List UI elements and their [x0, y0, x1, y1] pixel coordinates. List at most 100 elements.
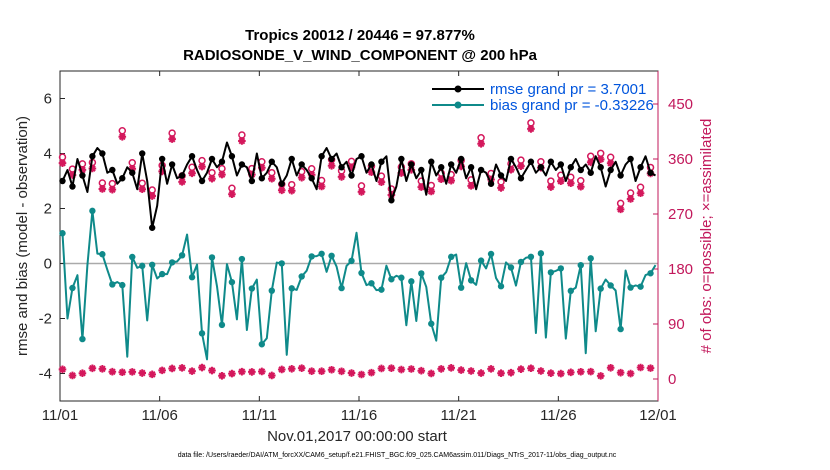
obs-assimilated-marker	[188, 169, 196, 178]
obs-assimilated-marker	[377, 178, 386, 186]
rmse-point	[119, 175, 126, 182]
obs-low-assimilated-marker	[626, 369, 635, 378]
rmse-point	[577, 166, 584, 174]
x-tick-label: 11/11	[242, 407, 277, 424]
obs-assimilated-marker	[557, 177, 565, 186]
obs-low-assimilated-marker	[347, 369, 356, 377]
y-left-tick-label: -2	[39, 311, 52, 328]
y-right-tick-label: 0	[668, 371, 676, 388]
bias-point	[248, 285, 256, 292]
obs-low-assimilated-marker	[108, 367, 117, 376]
rmse-point	[148, 224, 156, 231]
obs-assimilated-marker	[178, 178, 186, 186]
legend: rmse grand pr = 3.7001 bias grand pr = -…	[432, 81, 654, 114]
obs-count-series	[58, 119, 655, 380]
obs-assimilated-marker	[277, 186, 286, 195]
bias-point	[208, 254, 216, 261]
rmse-point	[89, 153, 96, 160]
obs-assimilated-marker	[636, 189, 645, 198]
bias-point	[607, 282, 614, 289]
obs-assimilated-marker	[337, 173, 346, 181]
obs-low-assimilated-marker	[208, 366, 216, 375]
obs-assimilated-marker	[397, 169, 406, 177]
obs-low-assimilated-marker	[606, 363, 615, 372]
obs-assimilated-marker	[517, 162, 525, 170]
obs-low-assimilated-marker	[447, 364, 455, 372]
obs-assimilated-marker	[367, 168, 376, 177]
rmse-point	[617, 172, 624, 179]
legend-rmse-marker	[454, 85, 462, 93]
obs-assimilated-marker	[68, 171, 77, 179]
rmse-point	[139, 150, 146, 157]
bias-point	[79, 335, 86, 343]
x-tick-label: 11/16	[341, 407, 377, 424]
rmse-point	[238, 161, 246, 168]
obs-low-assimilated-marker	[596, 372, 605, 380]
y-right-axis-label: # of obs: o=possible; ×=assimilated	[698, 119, 715, 354]
legend-rmse-label: rmse grand pr = 3.7001	[490, 81, 646, 98]
data-file-caption: data file: /Users/raeder/DAI/ATM_forcXX/…	[178, 452, 617, 459]
bias-point	[348, 257, 355, 265]
rmse-point	[69, 183, 76, 190]
obs-assimilated-marker	[487, 175, 495, 184]
bias-point	[89, 207, 96, 215]
obs-low-assimilated-marker	[198, 363, 206, 372]
chart-title-line1: Tropics 20012 / 20446 = 97.877%	[245, 27, 475, 44]
rmse-point	[627, 155, 634, 163]
bias-point	[418, 270, 425, 277]
rmse-point	[168, 161, 176, 168]
obs-low-assimilated-marker	[138, 369, 147, 377]
rmse-series	[59, 141, 656, 231]
obs-assimilated-marker	[626, 195, 635, 203]
obs-low-assimilated-marker	[88, 364, 97, 373]
y-right-tick-label: 180	[668, 261, 693, 278]
bias-point	[567, 287, 574, 295]
rmse-point	[527, 158, 535, 165]
obs-low-assimilated-marker	[517, 365, 525, 373]
obs-low-assimilated-marker	[487, 365, 495, 373]
rmse-point	[308, 175, 315, 182]
obs-assimilated-marker	[527, 125, 535, 133]
rmse-point	[218, 158, 226, 165]
bias-point	[577, 261, 584, 269]
bias-point	[308, 253, 315, 260]
obs-low-assimilated-marker	[228, 369, 236, 378]
bias-point	[139, 262, 146, 270]
obs-low-assimilated-marker	[576, 367, 585, 376]
rmse-point	[537, 164, 545, 171]
x-tick-label: 11/21	[440, 407, 476, 424]
bias-point	[617, 325, 624, 333]
bias-point	[188, 274, 196, 281]
rmse-point	[338, 164, 345, 171]
bias-point	[497, 283, 505, 290]
bias-point	[378, 286, 385, 293]
x-tick-labels: 11/01 11/06 11/11 11/16 11/21 11/26 12/01	[42, 407, 677, 424]
obs-low-assimilated-marker	[168, 364, 176, 373]
bias-point	[258, 341, 266, 348]
rmse-point	[109, 166, 116, 174]
rmse-point	[408, 161, 415, 168]
rmse-point	[467, 164, 475, 171]
rmse-point	[59, 177, 66, 185]
x-axis-label: Nov.01,2017 00:00:00 start	[267, 428, 448, 445]
obs-low-assimilated-marker	[188, 367, 196, 375]
rmse-point	[258, 175, 266, 182]
obs-low-assimilated-marker	[636, 363, 645, 372]
bias-point	[587, 255, 594, 262]
obs-low-assimilated-marker	[377, 364, 386, 373]
obs-assimilated-marker	[98, 185, 107, 193]
rmse-point	[587, 169, 594, 176]
bias-point	[408, 278, 415, 285]
bias-point	[597, 285, 604, 292]
bias-point	[198, 330, 206, 337]
bias-point	[119, 281, 126, 289]
obs-assimilated-marker	[407, 166, 416, 174]
obs-assimilated-marker	[158, 167, 166, 176]
obs-low-assimilated-marker	[507, 368, 515, 377]
bias-point	[517, 258, 525, 266]
obs-low-assimilated-marker	[477, 369, 485, 377]
obs-assimilated-marker	[198, 162, 206, 171]
bias-point	[637, 283, 644, 290]
obs-low-assimilated-marker	[287, 365, 296, 373]
obs-assimilated-marker	[238, 137, 246, 145]
